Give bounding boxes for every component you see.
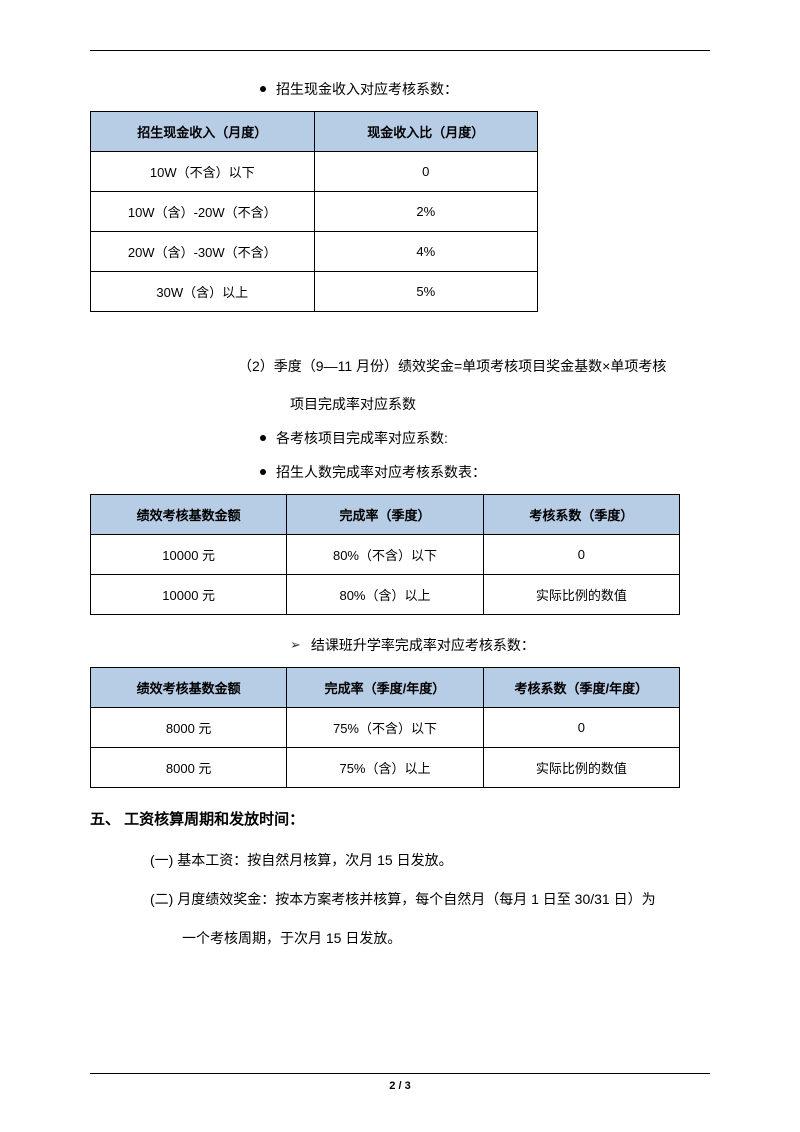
- table2-cell: 10000 元: [91, 575, 287, 615]
- table3-cell: 0: [483, 708, 679, 748]
- table-row: 10000 元 80%（含）以上 实际比例的数值: [91, 575, 680, 615]
- bullet-dot-icon: [260, 86, 266, 92]
- bullet-text-2: 各考核项目完成率对应系数:: [276, 428, 448, 448]
- table3-header-1: 完成率（季度/年度）: [287, 668, 483, 708]
- table3-header-2: 考核系数（季度/年度）: [483, 668, 679, 708]
- table1-cell: 0: [314, 152, 538, 192]
- table2-cell: 80%（含）以上: [287, 575, 483, 615]
- section5-item1: (一) 基本工资：按自然月核算，次月 15 日发放。: [150, 845, 710, 876]
- table1-cell: 5%: [314, 272, 538, 312]
- bullet-dot-icon: [260, 469, 266, 475]
- section5-item2: (二) 月度绩效奖金：按本方案考核并核算，每个自然月（每月 1 日至 30/31…: [150, 884, 710, 915]
- table-row: 8000 元 75%（含）以上 实际比例的数值: [91, 748, 680, 788]
- bullet-dot-icon: [260, 435, 266, 441]
- table1-header-0: 招生现金收入（月度）: [91, 112, 315, 152]
- table1-cell: 30W（含）以上: [91, 272, 315, 312]
- table2-cell: 0: [483, 535, 679, 575]
- table3-cell: 75%（含）以上: [287, 748, 483, 788]
- table3-cell: 实际比例的数值: [483, 748, 679, 788]
- table-enrollment-rate: 绩效考核基数金额 完成率（季度） 考核系数（季度） 10000 元 80%（不含…: [90, 494, 680, 615]
- table1-cell: 10W（含）-20W（不含）: [91, 192, 315, 232]
- table2-header-0: 绩效考核基数金额: [91, 495, 287, 535]
- bullet-item-1: 招生现金收入对应考核系数：: [260, 79, 710, 99]
- bullet-item-2: 各考核项目完成率对应系数:: [260, 428, 710, 448]
- bullet-text-4: 结课班升学率完成率对应考核系数：: [311, 635, 535, 655]
- bullet-text-3: 招生人数完成率对应考核系数表：: [276, 462, 486, 482]
- table-row: 20W（含）-30W（不含） 4%: [91, 232, 538, 272]
- table1-cell: 2%: [314, 192, 538, 232]
- paragraph-formula-line1: （2）季度（9—11 月份）绩效奖金=单项考核项目奖金基数×单项考核: [238, 352, 710, 380]
- table1-header-1: 现金收入比（月度）: [314, 112, 538, 152]
- table-row: 10000 元 80%（不含）以下 0: [91, 535, 680, 575]
- bullet-text-1: 招生现金收入对应考核系数：: [276, 79, 458, 99]
- table-cash-income: 招生现金收入（月度） 现金收入比（月度） 10W（不含）以下 0 10W（含）-…: [90, 111, 538, 312]
- table-graduation-rate: 绩效考核基数金额 完成率（季度/年度） 考核系数（季度/年度） 8000 元 7…: [90, 667, 680, 788]
- table2-header-2: 考核系数（季度）: [483, 495, 679, 535]
- table-row: 8000 元 75%（不含）以下 0: [91, 708, 680, 748]
- table1-cell: 20W（含）-30W（不含）: [91, 232, 315, 272]
- table3-cell: 8000 元: [91, 708, 287, 748]
- table-row: 30W（含）以上 5%: [91, 272, 538, 312]
- page-number: 2 / 3: [90, 1080, 710, 1092]
- table2-cell: 实际比例的数值: [483, 575, 679, 615]
- document-page: 招生现金收入对应考核系数： 招生现金收入（月度） 现金收入比（月度） 10W（不…: [0, 0, 800, 1132]
- paragraph-formula-line2: 项目完成率对应系数: [290, 390, 710, 418]
- table1-cell: 10W（不含）以下: [91, 152, 315, 192]
- table3-header-0: 绩效考核基数金额: [91, 668, 287, 708]
- table-row: 10W（不含）以下 0: [91, 152, 538, 192]
- table2-header-1: 完成率（季度）: [287, 495, 483, 535]
- section5-item2-cont: 一个考核周期，于次月 15 日发放。: [182, 923, 710, 954]
- table1-cell: 4%: [314, 232, 538, 272]
- page-footer: 2 / 3: [90, 1073, 710, 1092]
- section-5-heading: 五、 工资核算周期和发放时间：: [90, 808, 710, 829]
- arrow-icon: ➢: [290, 637, 301, 653]
- table-row: 10W（含）-20W（不含） 2%: [91, 192, 538, 232]
- table3-cell: 75%（不含）以下: [287, 708, 483, 748]
- footer-horizontal-rule: [90, 1073, 710, 1074]
- table2-cell: 80%（不含）以下: [287, 535, 483, 575]
- table2-cell: 10000 元: [91, 535, 287, 575]
- top-horizontal-rule: [90, 50, 710, 51]
- bullet-item-4: ➢ 结课班升学率完成率对应考核系数：: [290, 635, 710, 655]
- bullet-item-3: 招生人数完成率对应考核系数表：: [260, 462, 710, 482]
- table3-cell: 8000 元: [91, 748, 287, 788]
